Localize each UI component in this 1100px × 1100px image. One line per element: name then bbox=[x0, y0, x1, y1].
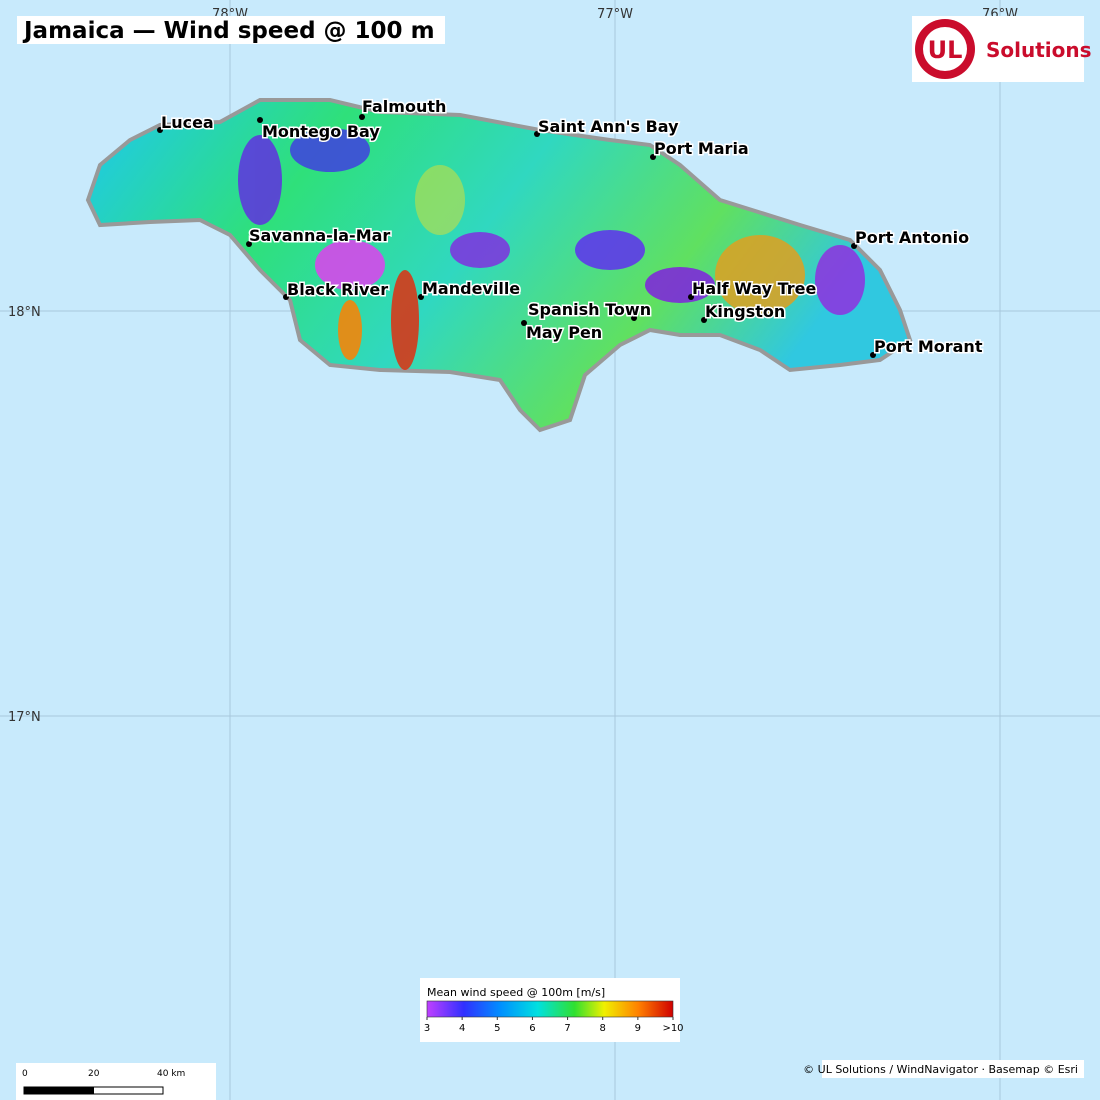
place-label: Falmouth bbox=[362, 97, 446, 116]
legend-tick-label: 8 bbox=[600, 1023, 606, 1034]
place-label: Port Maria bbox=[654, 139, 749, 158]
legend-tick-label: >10 bbox=[662, 1023, 683, 1034]
place-label: Montego Bay bbox=[262, 122, 380, 141]
scale-label: 0 bbox=[22, 1069, 28, 1079]
legend-tick-label: 3 bbox=[424, 1023, 430, 1034]
island bbox=[86, 98, 912, 432]
places: Lucea Montego Bay Falmouth Saint Ann's B… bbox=[157, 96, 984, 358]
place-label: Half Way Tree bbox=[692, 279, 816, 298]
title: Jamaica — Wind speed @ 100 m bbox=[22, 18, 435, 44]
lat-label: 18°N bbox=[8, 305, 41, 320]
scale-label: 40 km bbox=[157, 1069, 185, 1079]
place-label: Mandeville bbox=[422, 279, 520, 298]
legend-tick-label: 5 bbox=[494, 1023, 500, 1034]
lat-label: 17°N bbox=[8, 710, 41, 725]
place-label: Lucea bbox=[161, 113, 214, 132]
place-label: Saint Ann's Bay bbox=[538, 117, 679, 136]
attribution: © UL Solutions / WindNavigator · Basemap… bbox=[803, 1063, 1078, 1076]
logo-mark: UL bbox=[928, 36, 963, 64]
title-box bbox=[17, 16, 445, 44]
legend-tick-label: 7 bbox=[564, 1023, 570, 1034]
legend-tick-label: 4 bbox=[459, 1023, 465, 1034]
place-label: Port Morant bbox=[874, 337, 983, 356]
place-label: Port Antonio bbox=[855, 228, 969, 247]
scale-bar: 0 20 40 km bbox=[16, 1063, 216, 1100]
legend: Mean wind speed @ 100m [m/s] 3 4 5 6 7 8 9 >10 bbox=[420, 978, 684, 1042]
logo-text: Solutions bbox=[986, 38, 1092, 62]
place-label: May Pen bbox=[526, 323, 602, 342]
legend-title: Mean wind speed @ 100m [m/s] bbox=[427, 986, 605, 999]
place-label: Black River bbox=[287, 280, 388, 299]
lon-label: 77°W bbox=[597, 7, 633, 22]
place-label: Kingston bbox=[705, 302, 785, 321]
legend-tick-label: 6 bbox=[529, 1023, 535, 1034]
scale-label: 20 bbox=[88, 1069, 100, 1079]
place-label: Savanna-la-Mar bbox=[249, 226, 390, 245]
legend-tick-label: 9 bbox=[635, 1023, 641, 1034]
place-label: Spanish Town bbox=[528, 300, 651, 319]
